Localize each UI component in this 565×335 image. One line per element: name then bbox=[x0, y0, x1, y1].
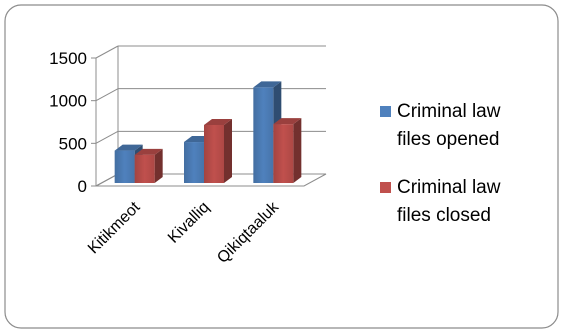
bar-top bbox=[253, 81, 282, 88]
bar-side bbox=[293, 118, 302, 183]
bar-side bbox=[224, 118, 232, 183]
y-tick-label: 0 bbox=[78, 177, 87, 196]
legend-swatch bbox=[380, 106, 391, 117]
y-tick-label: 1500 bbox=[49, 49, 87, 68]
bar-top bbox=[114, 144, 143, 151]
bar-opened bbox=[114, 150, 135, 183]
bar-closed bbox=[134, 154, 155, 183]
legend-label: files opened bbox=[397, 129, 499, 150]
legend-label: Criminal law bbox=[397, 177, 501, 198]
bar-closed bbox=[273, 124, 294, 183]
gridline-side bbox=[95, 130, 119, 144]
bar-opened bbox=[184, 142, 204, 183]
y-tick-label: 500 bbox=[59, 134, 87, 153]
y-tick-label: 1000 bbox=[49, 92, 87, 111]
bar-top bbox=[134, 148, 163, 155]
bar-top bbox=[273, 118, 302, 125]
bar-top bbox=[204, 118, 232, 125]
legend-label: files closed bbox=[397, 205, 491, 226]
gridline-side bbox=[95, 45, 119, 59]
gridline-side bbox=[95, 88, 119, 102]
bar-side bbox=[154, 148, 163, 183]
bar-opened bbox=[253, 87, 274, 183]
legend-label: Criminal law bbox=[397, 101, 501, 122]
legend-swatch bbox=[380, 182, 391, 193]
floor bbox=[95, 173, 327, 187]
bar-closed bbox=[204, 124, 224, 183]
chart-frame: 0 500 1000 1500 Kitikmeot Kivalliq Qikiqtaaluk… bbox=[4, 4, 559, 329]
